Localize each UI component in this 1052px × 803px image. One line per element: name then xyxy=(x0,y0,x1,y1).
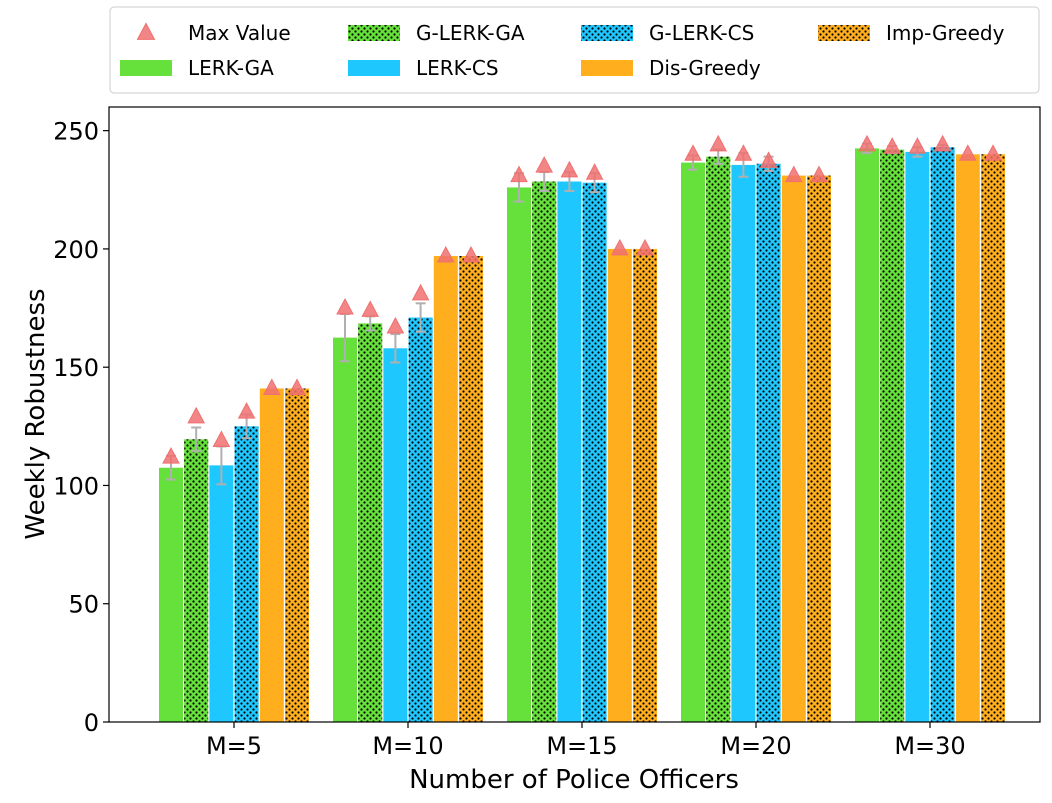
bar-hatch-g-lerk-cs-m-10 xyxy=(408,317,433,722)
legend-label-dis-greedy: Dis-Greedy xyxy=(649,56,761,80)
legend-label-g-lerk-cs: G-LERK-CS xyxy=(649,21,754,45)
y-tick-label: 50 xyxy=(68,591,99,619)
max-marker-lerk-ga-m-5 xyxy=(162,447,180,464)
bar-dis-greedy-m-30 xyxy=(955,154,980,723)
bar-lerk-cs-m-20 xyxy=(731,164,756,723)
max-value-markers xyxy=(162,134,1002,464)
max-marker-g-lerk-cs-m-5 xyxy=(237,402,256,419)
x-tick-label: M=10 xyxy=(372,732,443,760)
max-marker-lerk-cs-m-15 xyxy=(560,160,579,178)
max-marker-dis-greedy-m-15 xyxy=(610,238,629,256)
max-marker-dis-greedy-m-5 xyxy=(262,378,281,395)
bar-lerk-ga-m-20 xyxy=(681,162,705,722)
y-tick-label: 200 xyxy=(53,236,99,264)
max-marker-imp-greedy-m-15 xyxy=(636,238,654,256)
max-marker-g-lerk-ga-m-10 xyxy=(361,300,380,317)
legend-label-lerk-ga: LERK-GA xyxy=(188,56,274,80)
max-marker-g-lerk-ga-m-5 xyxy=(187,406,206,424)
bar-hatch-g-lerk-ga-m-15 xyxy=(532,181,557,722)
max-marker-g-lerk-ga-m-20 xyxy=(709,134,728,152)
bars xyxy=(159,147,1005,723)
max-marker-imp-greedy-m-30 xyxy=(984,144,1002,161)
y-tick-label: 150 xyxy=(53,354,99,382)
x-tick-label: M=15 xyxy=(546,732,617,760)
bar-lerk-cs-m-30 xyxy=(905,151,930,722)
bar-lerk-ga-m-15 xyxy=(507,187,531,722)
legend-label-lerk-cs: LERK-CS xyxy=(416,56,499,80)
bar-dis-greedy-m-15 xyxy=(607,248,632,722)
y-tick-label: 250 xyxy=(53,118,99,146)
bar-hatch-g-lerk-ga-m-30 xyxy=(880,149,905,723)
max-marker-imp-greedy-m-5 xyxy=(288,378,306,395)
legend-swatch-max-value xyxy=(136,22,156,40)
bar-hatch-g-lerk-cs-m-20 xyxy=(756,163,781,722)
plot-frame xyxy=(108,106,1041,723)
bar-dis-greedy-m-20 xyxy=(781,175,806,722)
bar-hatch-imp-greedy-m-5 xyxy=(285,388,309,722)
max-marker-dis-greedy-m-20 xyxy=(784,165,803,183)
y-tick-label: 100 xyxy=(53,472,99,500)
legend-swatch-hatch-g-lerk-ga xyxy=(348,25,400,41)
legend-label-g-lerk-ga: G-LERK-GA xyxy=(416,21,525,45)
bar-hatch-imp-greedy-m-30 xyxy=(981,154,1005,723)
max-marker-g-lerk-ga-m-15 xyxy=(535,156,554,173)
bar-hatch-g-lerk-ga-m-10 xyxy=(358,323,383,722)
max-marker-lerk-cs-m-30 xyxy=(908,137,927,154)
max-marker-g-lerk-cs-m-10 xyxy=(411,283,430,301)
bar-lerk-cs-m-10 xyxy=(383,348,408,722)
bar-dis-greedy-m-5 xyxy=(259,388,284,722)
x-axis-label: Number of Police Officers xyxy=(409,765,739,795)
max-marker-g-lerk-cs-m-15 xyxy=(585,163,604,180)
bar-hatch-g-lerk-ga-m-5 xyxy=(184,439,209,722)
x-tick-label: M=5 xyxy=(206,732,262,760)
bar-hatch-g-lerk-ga-m-20 xyxy=(706,156,731,722)
y-axis-label: Weekly Robustness xyxy=(21,288,51,539)
legend: Max Value LERK-GA G-LERK-GA LERK-CS G-LERK-C… xyxy=(109,6,1040,94)
max-marker-dis-greedy-m-10 xyxy=(436,245,455,263)
bar-hatch-g-lerk-cs-m-30 xyxy=(930,147,955,722)
legend-swatch-hatch-imp-greedy xyxy=(818,25,870,41)
legend-swatch-hatch-g-lerk-cs xyxy=(581,25,633,41)
x-axis-ticks: M=5 M=10 M=15 M=20 M=30 xyxy=(206,722,966,760)
bar-hatch-imp-greedy-m-20 xyxy=(807,175,831,722)
bar-lerk-ga-m-5 xyxy=(159,467,183,722)
max-marker-g-lerk-ga-m-30 xyxy=(883,137,902,154)
max-marker-lerk-cs-m-5 xyxy=(212,430,231,448)
max-marker-dis-greedy-m-30 xyxy=(958,144,977,161)
max-marker-imp-greedy-m-20 xyxy=(810,165,828,183)
legend-label-max-value: Max Value xyxy=(188,21,291,45)
legend-swatch-lerk-ga xyxy=(120,60,172,76)
legend-swatch-lerk-cs xyxy=(348,60,400,76)
legend-frame xyxy=(109,6,1040,94)
x-tick-label: M=20 xyxy=(720,732,791,760)
max-marker-g-lerk-cs-m-20 xyxy=(759,151,778,168)
legend-label-imp-greedy: Imp-Greedy xyxy=(886,21,1005,45)
bar-lerk-ga-m-30 xyxy=(855,148,879,722)
max-marker-lerk-cs-m-20 xyxy=(734,144,753,161)
max-marker-lerk-ga-m-10 xyxy=(336,297,354,315)
bar-lerk-ga-m-10 xyxy=(333,337,357,722)
x-tick-label: M=30 xyxy=(894,732,965,760)
bar-dis-greedy-m-10 xyxy=(433,256,458,722)
max-marker-imp-greedy-m-10 xyxy=(462,245,480,263)
bar-lerk-cs-m-5 xyxy=(209,465,234,722)
bar-lerk-cs-m-15 xyxy=(557,181,582,722)
max-marker-lerk-ga-m-30 xyxy=(858,134,876,152)
bar-hatch-imp-greedy-m-15 xyxy=(633,248,657,722)
max-marker-lerk-cs-m-10 xyxy=(386,316,405,334)
max-marker-g-lerk-cs-m-30 xyxy=(933,134,952,152)
max-marker-lerk-ga-m-15 xyxy=(510,165,528,183)
y-axis-ticks: 0 50 100 150 200 250 xyxy=(53,118,109,737)
max-marker-lerk-ga-m-20 xyxy=(684,144,702,161)
y-tick-label: 0 xyxy=(84,709,99,737)
legend-swatch-dis-greedy xyxy=(581,60,633,76)
bar-hatch-g-lerk-cs-m-5 xyxy=(234,426,259,722)
bar-hatch-g-lerk-cs-m-15 xyxy=(582,182,607,722)
bar-hatch-imp-greedy-m-10 xyxy=(459,256,483,722)
